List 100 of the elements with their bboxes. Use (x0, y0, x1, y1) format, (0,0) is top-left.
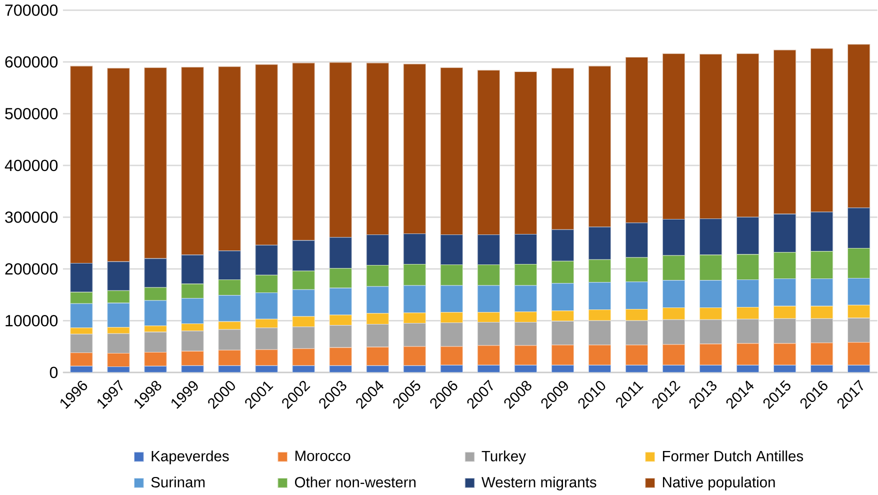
bar (292, 240, 315, 272)
bar (847, 44, 870, 208)
bar (440, 312, 463, 324)
bar (329, 325, 352, 348)
bar (736, 343, 760, 366)
bar (218, 295, 241, 322)
bar (514, 264, 538, 286)
y-tick-label: 400000 (4, 160, 58, 172)
bar (366, 346, 389, 366)
bar (551, 310, 574, 322)
bar (588, 66, 612, 228)
bar (477, 285, 500, 313)
bar (773, 50, 796, 214)
bar (736, 217, 760, 255)
bar (70, 292, 93, 304)
bar (625, 57, 648, 224)
bar (810, 48, 834, 212)
bar (107, 327, 130, 334)
bar (625, 222, 648, 258)
bar (736, 318, 760, 344)
bar (292, 326, 315, 350)
bar (588, 282, 612, 310)
bar (440, 322, 463, 347)
bar (662, 280, 686, 308)
bar (773, 214, 796, 253)
bar (551, 261, 574, 284)
bar (551, 321, 574, 346)
bar (477, 70, 500, 236)
bar (514, 72, 538, 235)
y-tick-label: 100000 (6, 315, 58, 327)
bar (144, 326, 167, 332)
legend-label: Surinam (151, 476, 205, 488)
bar (440, 346, 463, 366)
bar (551, 283, 574, 312)
bar (514, 234, 538, 265)
bar (144, 258, 167, 288)
bar (810, 342, 834, 366)
bar (218, 280, 241, 296)
y-tick-label: 200000 (5, 263, 58, 275)
bar (625, 309, 648, 322)
y-tick-label: 600000 (5, 56, 58, 68)
bar (181, 66, 204, 256)
bar (70, 303, 93, 328)
bar (181, 324, 204, 332)
bar (366, 62, 389, 236)
bar (403, 312, 426, 324)
legend-label: Kapeverdes (152, 450, 229, 464)
bar (699, 54, 722, 220)
bar (662, 219, 686, 256)
bar (107, 262, 130, 292)
bar (810, 278, 834, 307)
bar (440, 264, 463, 286)
bar (773, 343, 796, 366)
bar (107, 302, 130, 328)
bar (699, 320, 722, 344)
bar (366, 234, 389, 266)
bar (477, 345, 500, 366)
bar (292, 270, 315, 290)
bar (847, 318, 870, 343)
bar (699, 344, 722, 366)
bar (440, 67, 463, 236)
bar (218, 250, 241, 280)
bar (625, 344, 648, 366)
bar (366, 313, 389, 325)
bar (218, 66, 241, 252)
bar (403, 64, 426, 234)
bar (181, 254, 204, 284)
bar (551, 68, 574, 230)
bar (144, 332, 167, 353)
bar (70, 352, 93, 367)
bar (292, 316, 315, 328)
bar (699, 254, 722, 281)
legend-label: Turkey (482, 450, 526, 464)
bar (70, 263, 93, 293)
bar (699, 308, 722, 320)
bar (218, 350, 241, 366)
bar (329, 347, 352, 366)
bar (403, 323, 426, 347)
bar (773, 278, 796, 307)
bar (107, 333, 130, 354)
bar (588, 320, 612, 346)
bar (477, 234, 500, 266)
bar (181, 351, 204, 366)
bar (477, 312, 500, 323)
bar (662, 255, 686, 281)
bar (477, 322, 500, 346)
bar (255, 350, 278, 366)
bar (773, 306, 796, 320)
bar (551, 229, 574, 262)
bar (181, 330, 204, 352)
bar (255, 64, 278, 246)
bar (847, 278, 870, 306)
bar (514, 312, 538, 323)
bar (514, 345, 538, 366)
bar (625, 282, 648, 310)
bar (699, 218, 722, 256)
bar (588, 226, 612, 260)
bar (366, 286, 389, 314)
bar (255, 275, 278, 294)
bar (625, 320, 648, 346)
